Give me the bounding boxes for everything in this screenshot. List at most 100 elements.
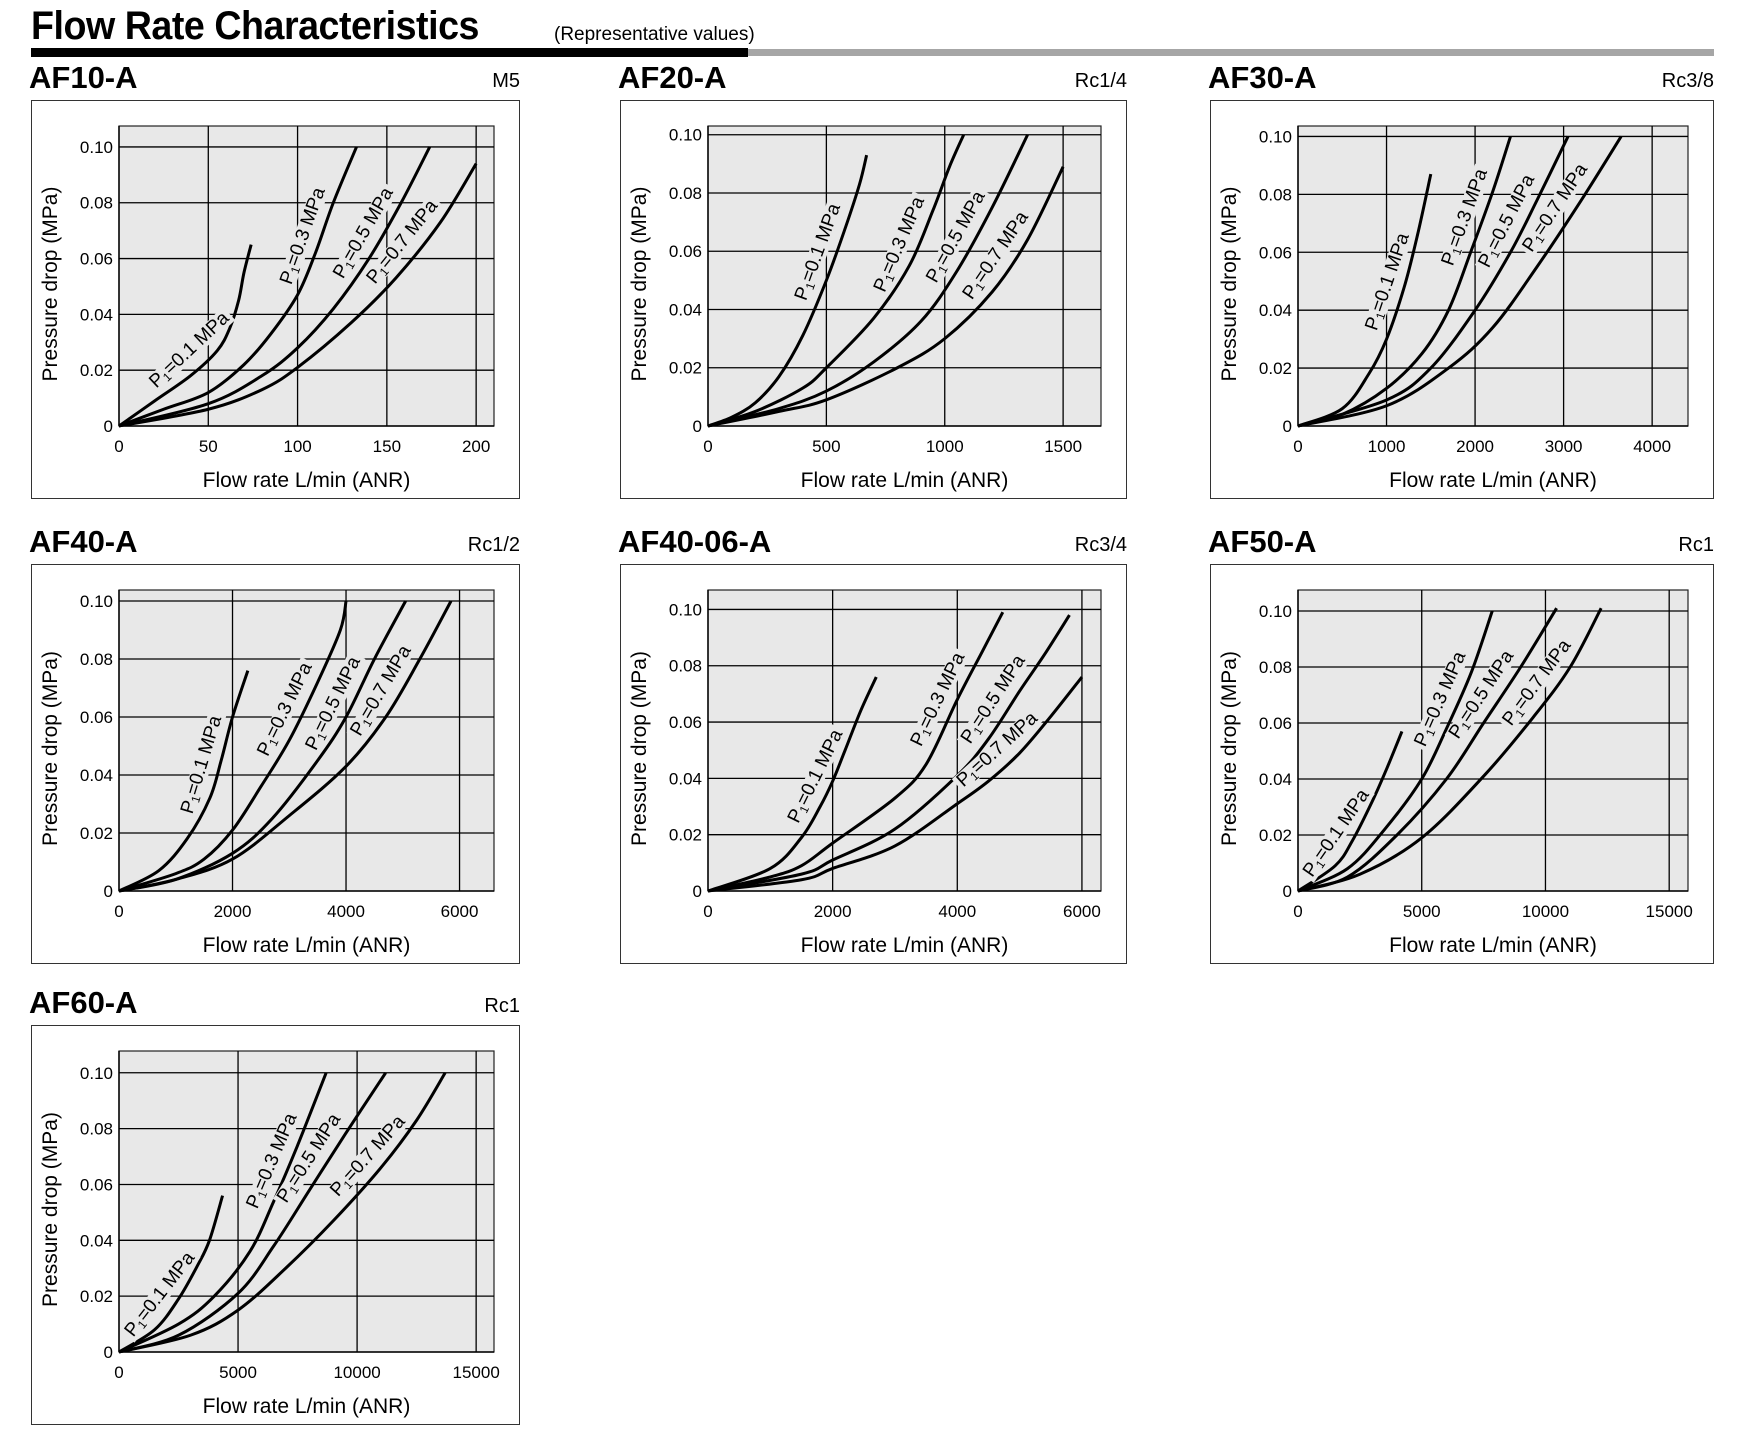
y-tick-label: 0.10 (668, 125, 701, 144)
chart-title: AF40-06-A (618, 524, 772, 559)
chart-title: AF30-A (1208, 60, 1317, 95)
series-line (1296, 730, 1403, 892)
y-tick-label: 0.06 (1258, 243, 1291, 262)
y-axis-title: Pressure drop (MPa) (628, 651, 651, 846)
series-label-subscript: 1 (254, 1188, 270, 1200)
x-tick-label: 4000 (1633, 437, 1671, 456)
y-tick-label: 0.02 (1258, 826, 1291, 845)
series-label-background (345, 639, 416, 742)
series-label-background (242, 1107, 302, 1214)
series-line (707, 613, 1071, 892)
y-axis-title: Pressure drop (MPa) (39, 1112, 62, 1307)
x-tick-label: 0 (114, 437, 123, 456)
series-label-background (951, 706, 1044, 793)
y-axis-title: Pressure drop (MPa) (39, 651, 62, 846)
series-group (706, 611, 1083, 892)
y-tick-label: 0.08 (1258, 185, 1291, 204)
y-tick-label: 0 (692, 882, 701, 901)
x-tick-label: 1000 (925, 437, 963, 456)
series-line (117, 669, 249, 892)
title-rule-black (31, 48, 748, 57)
port-size-label: M5 (492, 70, 520, 92)
series-label-background (1361, 227, 1414, 336)
series-label-background (143, 306, 235, 394)
chart-svg: 0 2000 4000 6000 0 0.02 0.04 0.06 0.08 0.10 Flow r… (39, 588, 495, 957)
y-tick-label: 0.04 (1258, 770, 1291, 789)
y-tick-label: 0.10 (79, 1063, 112, 1082)
y-tick-label: 0.08 (79, 193, 112, 212)
y-tick-label: 0.04 (79, 766, 112, 785)
y-tick-label: 0.02 (79, 824, 112, 843)
y-tick-label: 0.04 (1258, 301, 1291, 320)
y-tick-label: 0.06 (668, 713, 701, 732)
series-group (117, 599, 452, 892)
x-tick-label: 15000 (1645, 902, 1692, 921)
x-tick-label: 2000 (813, 902, 851, 921)
series-line (1297, 606, 1558, 892)
grid (1296, 125, 1688, 427)
series-line (1296, 173, 1432, 427)
series-label-background (325, 1109, 411, 1202)
x-tick-label: 10000 (1521, 902, 1568, 921)
series-line (118, 600, 348, 892)
chart-title: AF10-A (29, 60, 138, 95)
port-size-label: Rc1 (1678, 534, 1714, 556)
chart-title: AF60-A (29, 985, 138, 1020)
x-tick-label: 5000 (1402, 902, 1440, 921)
y-tick-label: 0.10 (668, 600, 701, 619)
series-label-subscript: 1 (188, 793, 203, 804)
x-tick-label: 1000 (1367, 437, 1405, 456)
y-tick-label: 0.02 (668, 825, 701, 844)
y-tick-label: 0 (1282, 882, 1291, 901)
x-tick-label: 200 (461, 437, 489, 456)
x-axis-title: Flow rate L/min (ANR) (800, 934, 1008, 957)
x-tick-label: 15000 (452, 1363, 499, 1382)
series-line (118, 599, 452, 892)
series-line (706, 675, 878, 892)
y-tick-label: 0.10 (79, 592, 112, 611)
x-axis-title: Flow rate L/min (ANR) (1389, 934, 1597, 957)
grid (706, 125, 1101, 427)
series-group (117, 145, 477, 427)
x-tick-label: 100 (283, 437, 311, 456)
x-tick-label: 0 (1293, 902, 1302, 921)
grid (117, 589, 494, 892)
chart-svg: 0 5000 10000 15000 0 0.02 0.04 0.06 0.08 0.10 Flow… (1218, 588, 1692, 957)
chart-frame: 0 5000 10000 15000 0 0.02 0.04 0.06 0.08 0.10 Flow… (1210, 564, 1714, 964)
series-group (1296, 135, 1622, 427)
series-line (707, 675, 1083, 892)
chart-svg: 0 1000 2000 3000 4000 0 0.02 0.04 0.06 0.08 0.10 Fl… (1218, 124, 1689, 492)
series-line (1297, 607, 1602, 892)
port-size-label: Rc3/4 (1074, 534, 1127, 556)
port-size-label: Rc1/4 (1074, 70, 1127, 92)
title-rule-gray (748, 49, 1714, 56)
grid (117, 1050, 494, 1353)
chart-frame: 0 1000 2000 3000 4000 0 0.02 0.04 0.06 0.08 0.10 Fl… (1210, 100, 1714, 499)
series-group (706, 133, 1064, 427)
y-tick-label: 0.08 (79, 1119, 112, 1138)
series-line (117, 1071, 328, 1353)
y-tick-label: 0.06 (1258, 714, 1291, 733)
port-size-label: Rc1 (484, 995, 520, 1017)
chart-frame: 0 2000 4000 6000 0 0.02 0.04 0.06 0.08 0.10 Flow r… (31, 564, 520, 964)
x-tick-label: 6000 (440, 902, 478, 921)
y-tick-label: 0 (103, 417, 112, 436)
y-tick-label: 0.08 (1258, 658, 1291, 677)
series-label-background (1298, 783, 1375, 883)
x-tick-label: 2000 (1456, 437, 1494, 456)
x-tick-label: 6000 (1063, 902, 1101, 921)
y-axis-title: Pressure drop (MPa) (628, 186, 651, 381)
series-label-prefix: P (176, 798, 200, 816)
y-tick-label: 0 (692, 417, 701, 436)
y-tick-label: 0 (103, 882, 112, 901)
series-label-subscript: 1 (1372, 310, 1388, 321)
y-tick-label: 0.06 (668, 242, 701, 261)
series-label-background (958, 205, 1034, 305)
plot-area (117, 1049, 495, 1353)
series-line (1297, 135, 1569, 427)
series-line (707, 133, 965, 427)
plot-area (1296, 124, 1689, 427)
port-size-label: Rc1/2 (467, 534, 520, 556)
y-tick-label: 0.04 (668, 769, 701, 788)
x-tick-label: 0 (114, 902, 123, 921)
